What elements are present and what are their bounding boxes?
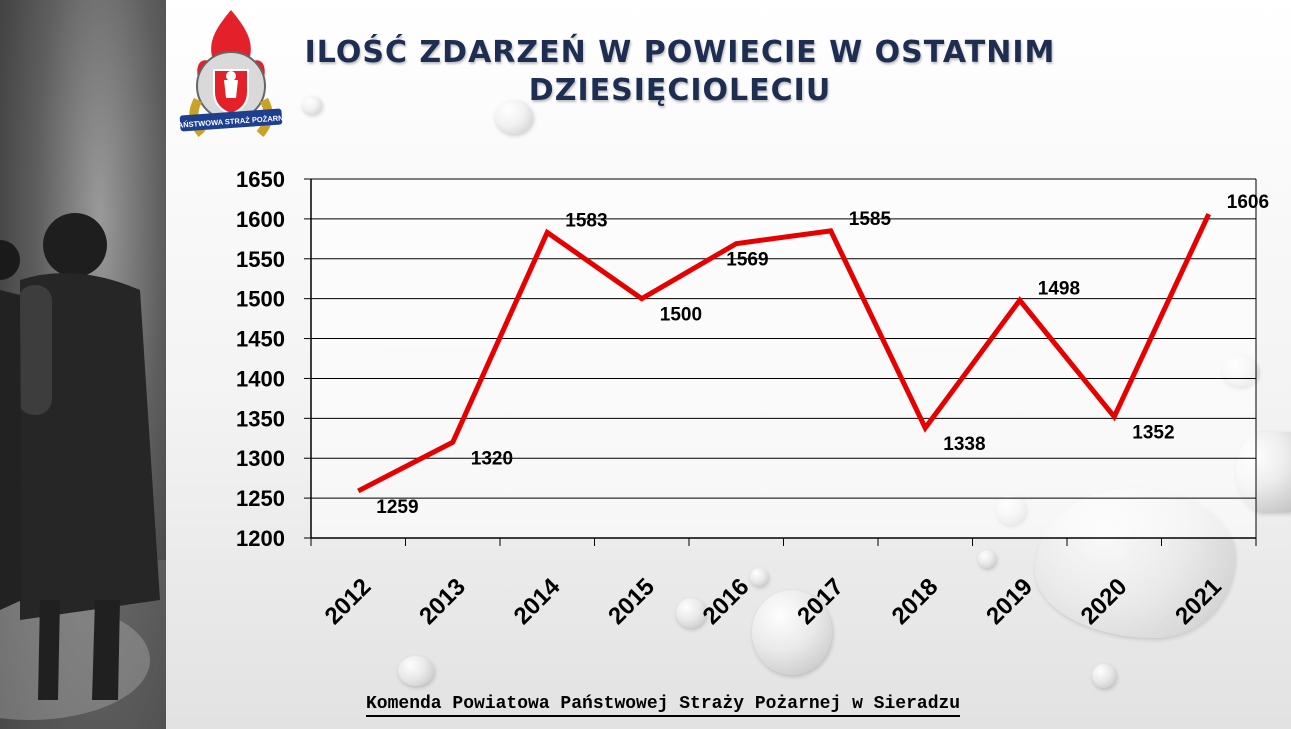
firefighters-photo bbox=[0, 0, 166, 729]
data-label: 1259 bbox=[376, 497, 418, 518]
data-label: 1320 bbox=[471, 448, 513, 469]
data-label: 1606 bbox=[1227, 192, 1269, 213]
data-label: 1585 bbox=[849, 209, 892, 230]
water-drop bbox=[398, 656, 434, 686]
y-tick-label: 1250 bbox=[236, 486, 285, 511]
y-tick-label: 1600 bbox=[236, 207, 285, 232]
y-tick-label: 1450 bbox=[236, 327, 285, 352]
y-tick-label: 1500 bbox=[236, 287, 285, 312]
x-tick-label: 2020 bbox=[1076, 573, 1133, 630]
x-tick-label: 2015 bbox=[603, 573, 660, 630]
page-title: ILOŚĆ ZDARZEŃ W POWIECIE W OSTATNIM DZIE… bbox=[304, 35, 1056, 108]
y-tick-label: 1550 bbox=[236, 247, 285, 272]
x-tick-label: 2012 bbox=[320, 573, 377, 630]
x-tick-label: 2021 bbox=[1170, 573, 1227, 630]
plot-area bbox=[311, 179, 1256, 538]
x-tick-label: 2018 bbox=[887, 573, 944, 630]
series-line bbox=[357, 213, 1212, 494]
x-tick-label: 2013 bbox=[414, 573, 471, 630]
footer-caption: Komenda Powiatowa Państwowej Straży Poża… bbox=[366, 694, 961, 717]
data-label: 1498 bbox=[1038, 278, 1080, 299]
y-tick-label: 1300 bbox=[236, 446, 285, 471]
x-tick-label: 2017 bbox=[792, 573, 849, 630]
water-drop bbox=[978, 550, 996, 568]
y-tick-label: 1350 bbox=[236, 406, 285, 431]
y-tick-label: 1400 bbox=[236, 366, 285, 391]
water-drop bbox=[1092, 664, 1116, 688]
data-label: 1500 bbox=[660, 305, 702, 326]
y-tick-label: 1650 bbox=[236, 167, 285, 192]
data-label: 1352 bbox=[1132, 423, 1174, 444]
psp-logo: PAŃSTWOWA STRAŻ POŻARNA bbox=[173, 8, 290, 146]
data-label: 1569 bbox=[726, 250, 768, 271]
water-drop bbox=[752, 590, 832, 675]
y-tick-label: 1200 bbox=[236, 526, 285, 551]
data-label: 1338 bbox=[943, 434, 985, 455]
x-tick-label: 2016 bbox=[698, 573, 755, 630]
data-label: 1583 bbox=[565, 210, 607, 231]
x-tick-label: 2014 bbox=[509, 573, 566, 630]
water-drop bbox=[302, 96, 322, 114]
water-drop bbox=[676, 598, 706, 628]
water-drop bbox=[750, 568, 768, 586]
water-drop bbox=[495, 100, 533, 134]
x-tick-label: 2019 bbox=[981, 573, 1038, 630]
